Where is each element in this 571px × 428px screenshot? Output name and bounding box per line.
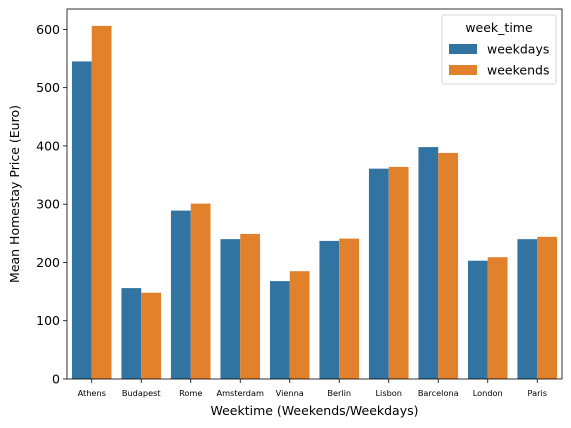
bar-weekends-paris xyxy=(537,236,558,379)
bar-weekends-london xyxy=(487,257,508,379)
x-tick-label: Berlin xyxy=(327,388,351,398)
bar-weekdays-budapest xyxy=(121,288,142,379)
legend-title: week_time xyxy=(465,20,533,35)
y-tick-label: 0 xyxy=(52,372,60,387)
legend-swatch-weekdays xyxy=(449,44,477,54)
x-axis-title: Weektime (Weekends/Weekdays) xyxy=(210,403,418,418)
plot-frame xyxy=(66,8,563,380)
bar-weekends-rome xyxy=(190,203,211,379)
bar-weekends-budapest xyxy=(141,292,162,379)
bars-group xyxy=(71,25,558,380)
x-tick-label: Rome xyxy=(179,388,202,398)
bar-weekends-berlin xyxy=(339,238,360,379)
bar-weekdays-barcelona xyxy=(418,147,439,379)
bar-weekends-lisbon xyxy=(388,166,409,379)
bar-weekdays-berlin xyxy=(319,240,340,379)
bar-weekdays-athens xyxy=(71,61,92,379)
bar-weekdays-lisbon xyxy=(368,168,389,379)
x-tick-label: Lisbon xyxy=(376,388,403,398)
bar-weekdays-london xyxy=(467,260,488,379)
legend-label-weekends: weekends xyxy=(487,63,549,78)
bar-weekends-barcelona xyxy=(438,152,459,379)
y-tick-label: 500 xyxy=(36,80,60,95)
bar-weekends-athens xyxy=(91,25,112,380)
x-tick-label: Budapest xyxy=(122,388,162,398)
y-axis: 0 100 200 300 400 500 600 xyxy=(36,22,67,387)
y-tick-label: 400 xyxy=(36,138,60,153)
bar-weekdays-rome xyxy=(170,210,191,379)
y-tick-label: 300 xyxy=(36,197,60,212)
bar-weekdays-vienna xyxy=(269,281,290,379)
y-axis-title: Mean Homestay Price (Euro) xyxy=(7,105,22,283)
bar-weekends-vienna xyxy=(289,271,310,379)
x-tick-label: Vienna xyxy=(276,388,304,398)
x-tick-label: London xyxy=(473,388,503,398)
x-tick-label: Barcelona xyxy=(418,388,459,398)
bar-weekdays-amsterdam xyxy=(220,239,241,379)
y-tick-label: 100 xyxy=(36,313,60,328)
x-tick-label: Paris xyxy=(528,388,548,398)
x-axis: Athens Budapest Rome Amsterdam Vienna Berlin L… xyxy=(78,379,547,398)
bar-weekdays-paris xyxy=(517,239,538,379)
x-tick-label: Athens xyxy=(78,388,106,398)
legend-swatch-weekends xyxy=(449,65,477,75)
y-tick-label: 200 xyxy=(36,255,60,270)
legend: week_time weekdays weekends xyxy=(441,14,557,85)
x-tick-label: Amsterdam xyxy=(216,388,264,398)
y-tick-label: 600 xyxy=(36,22,60,37)
legend-label-weekdays: weekdays xyxy=(487,42,549,57)
bar-weekends-amsterdam xyxy=(240,233,261,379)
